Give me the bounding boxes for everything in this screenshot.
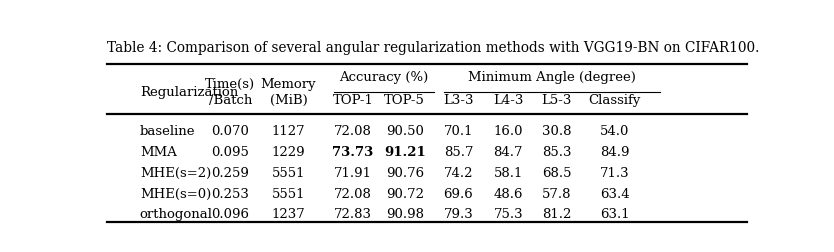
Text: Minimum Angle (degree): Minimum Angle (degree) xyxy=(468,71,636,84)
Text: 57.8: 57.8 xyxy=(542,187,571,201)
Text: 72.83: 72.83 xyxy=(334,208,372,222)
Text: 90.50: 90.50 xyxy=(386,125,424,138)
Text: 90.72: 90.72 xyxy=(386,187,424,201)
Text: Classify: Classify xyxy=(589,93,641,107)
Text: 84.9: 84.9 xyxy=(600,146,630,159)
Text: /Batch: /Batch xyxy=(208,93,252,107)
Text: 1229: 1229 xyxy=(272,146,305,159)
Text: TOP-5: TOP-5 xyxy=(384,93,425,107)
Text: L3-3: L3-3 xyxy=(443,93,474,107)
Text: 69.6: 69.6 xyxy=(444,187,474,201)
Text: 71.3: 71.3 xyxy=(600,167,630,180)
Text: Time(s): Time(s) xyxy=(205,78,255,91)
Text: 48.6: 48.6 xyxy=(494,187,523,201)
Text: 0.095: 0.095 xyxy=(211,146,249,159)
Text: 0.070: 0.070 xyxy=(211,125,249,138)
Text: 16.0: 16.0 xyxy=(494,125,523,138)
Text: 63.1: 63.1 xyxy=(600,208,630,222)
Text: 79.3: 79.3 xyxy=(444,208,474,222)
Text: 81.2: 81.2 xyxy=(542,208,571,222)
Text: Memory: Memory xyxy=(261,78,316,91)
Text: TOP-1: TOP-1 xyxy=(333,93,374,107)
Text: Accuracy (%): Accuracy (%) xyxy=(339,71,429,84)
Text: 85.3: 85.3 xyxy=(542,146,571,159)
Text: 90.76: 90.76 xyxy=(386,167,424,180)
Text: 85.7: 85.7 xyxy=(444,146,473,159)
Text: L5-3: L5-3 xyxy=(541,93,572,107)
Text: 90.98: 90.98 xyxy=(386,208,424,222)
Text: 75.3: 75.3 xyxy=(494,208,523,222)
Text: 84.7: 84.7 xyxy=(494,146,523,159)
Text: MHE(s=2): MHE(s=2) xyxy=(140,167,211,180)
Text: 71.91: 71.91 xyxy=(334,167,372,180)
Text: 74.2: 74.2 xyxy=(444,167,473,180)
Text: 54.0: 54.0 xyxy=(600,125,630,138)
Text: L4-3: L4-3 xyxy=(493,93,524,107)
Text: MHE(s=0): MHE(s=0) xyxy=(140,187,211,201)
Text: 73.73: 73.73 xyxy=(333,146,374,159)
Text: orthogonal: orthogonal xyxy=(140,208,213,222)
Text: 72.08: 72.08 xyxy=(334,125,372,138)
Text: 72.08: 72.08 xyxy=(334,187,372,201)
Text: 58.1: 58.1 xyxy=(494,167,523,180)
Text: Table 4: Comparison of several angular regularization methods with VGG19-BN on C: Table 4: Comparison of several angular r… xyxy=(108,41,760,55)
Text: 0.259: 0.259 xyxy=(211,167,249,180)
Text: 5551: 5551 xyxy=(272,167,305,180)
Text: baseline: baseline xyxy=(140,125,195,138)
Text: 0.096: 0.096 xyxy=(211,208,249,222)
Text: Regularization: Regularization xyxy=(140,86,238,99)
Text: 91.21: 91.21 xyxy=(384,146,425,159)
Text: 5551: 5551 xyxy=(272,187,305,201)
Text: 1127: 1127 xyxy=(272,125,305,138)
Text: MMA: MMA xyxy=(140,146,177,159)
Text: (MiB): (MiB) xyxy=(269,93,308,107)
Text: 68.5: 68.5 xyxy=(542,167,571,180)
Text: 63.4: 63.4 xyxy=(600,187,630,201)
Text: 70.1: 70.1 xyxy=(444,125,473,138)
Text: 30.8: 30.8 xyxy=(542,125,571,138)
Text: 1237: 1237 xyxy=(272,208,305,222)
Text: 0.253: 0.253 xyxy=(211,187,249,201)
